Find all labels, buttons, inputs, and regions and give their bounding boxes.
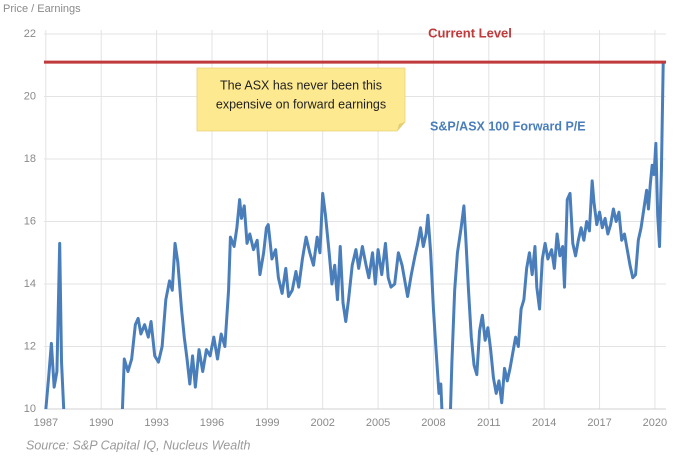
series-label: S&P/ASX 100 Forward P/E: [430, 119, 586, 133]
annotation-text: The ASX has never been this: [220, 78, 382, 92]
labels: 10 12 14 16 18 20 22 1987 1990 1993 1996 1999 2002 20…: [24, 26, 667, 429]
x-tick-label: 2014: [532, 417, 556, 429]
y-tick-label: 12: [24, 340, 36, 352]
annotation-box: The ASX has never been this expensive on…: [196, 67, 406, 132]
x-tick-label: 1993: [144, 417, 168, 429]
y-tick-label: 20: [24, 90, 36, 102]
x-tick-label: 2017: [587, 417, 611, 429]
y-axis-label: Price / Earnings: [3, 3, 81, 15]
annotation-text: expensive on forward earnings: [216, 97, 386, 111]
x-tick-label: 2002: [310, 417, 334, 429]
note-fold: [397, 122, 405, 131]
plot-area: [44, 60, 666, 409]
y-tick-label: 22: [24, 28, 36, 40]
x-tick-label: 2008: [421, 417, 445, 429]
x-tick-label: 2020: [643, 417, 667, 429]
x-tick-label: 1999: [255, 417, 279, 429]
y-tick-label: 10: [24, 403, 36, 415]
data-line: [44, 62, 665, 409]
x-tick-label: 1990: [89, 417, 113, 429]
y-tick-label: 18: [24, 153, 36, 165]
source-note: Source: S&P Capital IQ, Nucleus Wealth: [26, 438, 250, 452]
y-tick-label: 14: [24, 278, 36, 290]
y-tick-label: 16: [24, 215, 36, 227]
reference-label: Current Level: [428, 26, 512, 41]
x-tick-label: 2005: [366, 417, 390, 429]
x-tick-label: 2011: [477, 417, 501, 429]
x-tick-label: 1996: [200, 417, 224, 429]
x-tick-label: 1987: [34, 417, 58, 429]
